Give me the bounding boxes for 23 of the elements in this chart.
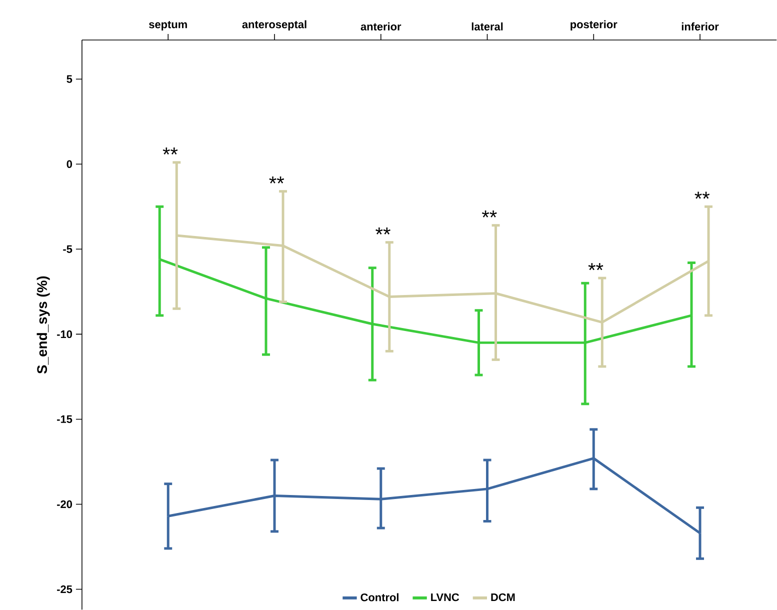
legend-label: DCM xyxy=(491,593,515,602)
x-tick-label: posterior xyxy=(570,20,618,30)
annotation: ** xyxy=(269,176,284,184)
legend-label: Control xyxy=(360,593,398,602)
y-tick-label: 0 xyxy=(66,160,72,168)
annotation: ** xyxy=(588,263,604,270)
y-axis-title: S_end_sys (%) xyxy=(36,276,50,374)
y-tick-label: -5 xyxy=(63,245,72,253)
y-tick-label: -15 xyxy=(57,415,72,424)
x-tick-label: lateral xyxy=(472,22,503,30)
x-tick-label: anteroseptal xyxy=(242,20,306,30)
y-tick-label: -25 xyxy=(57,585,72,594)
x-tick-label: inferior xyxy=(682,22,719,30)
annotation: ** xyxy=(694,192,710,199)
y-tick-label: 5 xyxy=(66,75,72,83)
y-tick-label: -10 xyxy=(57,330,72,338)
legend-label: LVNC xyxy=(431,593,460,602)
x-tick-label: septum xyxy=(149,21,187,30)
annotation: ** xyxy=(162,147,178,154)
x-tick-label: anterior xyxy=(360,22,402,30)
y-tick-label: -20 xyxy=(57,500,72,508)
annotation: ** xyxy=(482,210,497,218)
annotation: ** xyxy=(376,227,390,234)
